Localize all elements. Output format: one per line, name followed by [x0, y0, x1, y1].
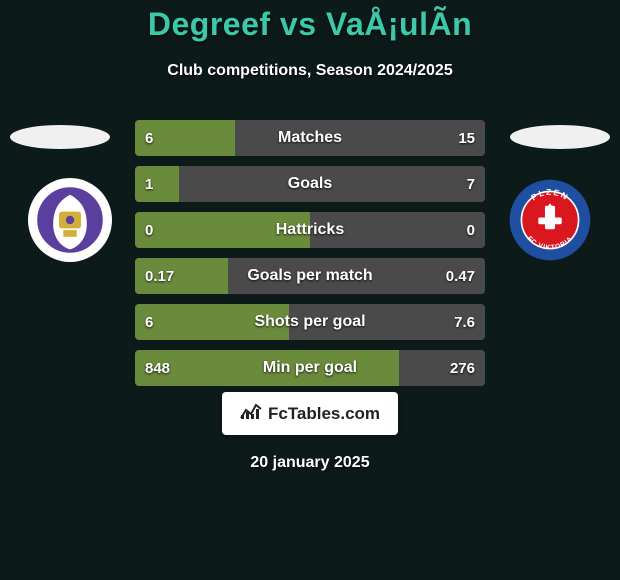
stat-row: Goals1 7 — [135, 166, 485, 202]
stat-value-left: 848 — [145, 350, 170, 386]
stat-value-right: 15 — [458, 120, 475, 156]
footer-brand-box: FcTables.com — [0, 392, 620, 435]
stat-label: Shots per goal — [135, 304, 485, 340]
stat-row: Matches6 15 — [135, 120, 485, 156]
player-right-shadow — [510, 125, 610, 149]
stat-row: Shots per goal6 7.6 — [135, 304, 485, 340]
stat-value-left: 0 — [145, 212, 153, 248]
stat-value-left: 0.17 — [145, 258, 174, 294]
stat-label: Goals per match — [135, 258, 485, 294]
stat-value-right: 0.47 — [446, 258, 475, 294]
stat-row: Hattricks0 0 — [135, 212, 485, 248]
stat-value-left: 1 — [145, 166, 153, 202]
club-logo-left — [28, 178, 112, 262]
stat-value-right: 276 — [450, 350, 475, 386]
stat-row: Min per goal848 276 — [135, 350, 485, 386]
club-logo-right: PLZEN FC VIKTORIA — [508, 178, 592, 262]
chart-icon — [240, 402, 262, 425]
footer-brand[interactable]: FcTables.com — [222, 392, 398, 435]
stat-value-left: 6 — [145, 304, 153, 340]
stat-value-right: 7 — [467, 166, 475, 202]
stat-value-right: 0 — [467, 212, 475, 248]
stat-value-right: 7.6 — [454, 304, 475, 340]
stat-value-left: 6 — [145, 120, 153, 156]
stats-bars: Matches615Goals17Hattricks00Goals per ma… — [135, 120, 485, 396]
player-left-shadow — [10, 125, 110, 149]
stat-label: Min per goal — [135, 350, 485, 386]
stat-label: Hattricks — [135, 212, 485, 248]
subtitle: Club competitions, Season 2024/2025 — [0, 62, 620, 80]
stat-row: Goals per match0.17 0.47 — [135, 258, 485, 294]
page-title: Degreef vs VaÅ¡ulÃ­n — [0, 6, 620, 43]
date-line: 20 january 2025 — [0, 454, 620, 472]
stat-label: Matches — [135, 120, 485, 156]
stat-label: Goals — [135, 166, 485, 202]
footer-brand-label: FcTables.com — [268, 404, 380, 424]
